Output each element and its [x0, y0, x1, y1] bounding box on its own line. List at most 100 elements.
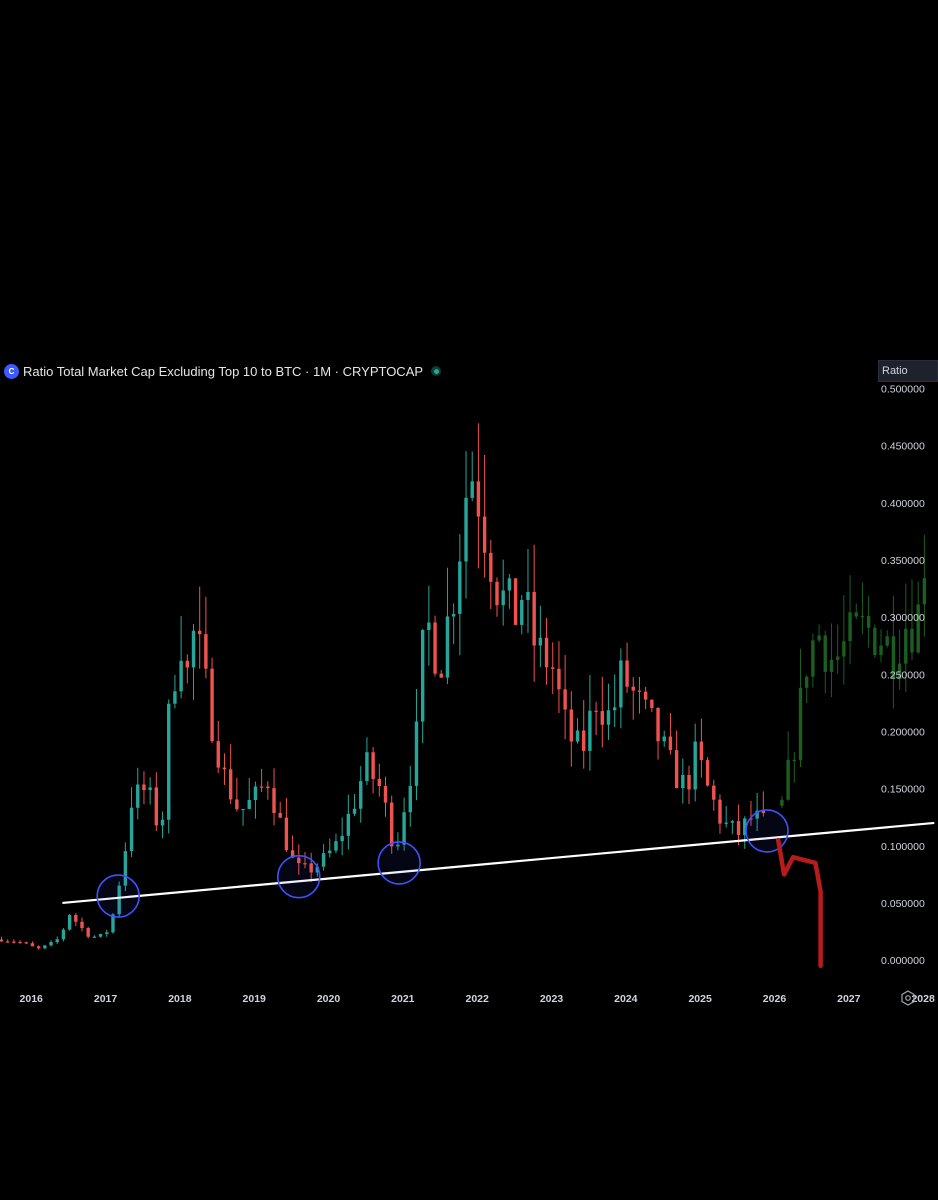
y-axis: 0.500000 0.450000 0.400000 0.350000 0.300000…	[881, 383, 925, 967]
price-candle	[427, 622, 431, 631]
price-candle	[371, 752, 375, 779]
price-candle	[489, 552, 493, 582]
gear-icon[interactable]	[900, 990, 916, 1006]
price-candle	[297, 857, 301, 864]
projection-candle	[873, 627, 877, 656]
y-tick-label: 0.250000	[881, 669, 925, 681]
price-candle	[526, 591, 530, 600]
support-trendline	[62, 821, 935, 905]
projection-candle	[904, 628, 908, 664]
price-candle	[204, 634, 208, 669]
highlight-circle	[745, 809, 789, 853]
price-candle	[681, 774, 685, 789]
projection-candle	[817, 635, 821, 641]
price-candle	[575, 730, 580, 742]
price-candle	[383, 786, 388, 803]
market-status-icon	[431, 366, 442, 376]
price-candle	[30, 943, 35, 947]
price-candle	[643, 691, 648, 700]
price-candle	[197, 630, 202, 635]
price-candle	[123, 851, 128, 886]
y-tick-label: 0.450000	[881, 441, 925, 453]
price-candle	[185, 660, 190, 668]
price-candle	[359, 781, 363, 809]
price-candle	[129, 807, 134, 852]
price-candle	[557, 668, 561, 690]
price-candle	[136, 784, 140, 808]
price-candle	[693, 741, 697, 790]
x-tick-label: 2022	[465, 993, 489, 1005]
projection-candle	[786, 759, 790, 800]
price-candle	[24, 942, 28, 944]
y-tick-label: 0.500000	[881, 383, 925, 395]
price-candle	[92, 936, 97, 938]
price-candle	[668, 736, 673, 751]
x-tick-label: 2019	[243, 993, 267, 1005]
price-candle	[290, 850, 295, 858]
price-candle	[637, 690, 642, 692]
price-candle	[551, 667, 555, 669]
y-tick-label: 0.100000	[881, 841, 925, 853]
price-candle	[705, 760, 710, 786]
price-candle	[173, 691, 177, 704]
x-tick-label: 2024	[614, 993, 638, 1005]
projection-candle	[842, 641, 846, 657]
price-candle	[650, 699, 654, 708]
price-candle	[619, 660, 623, 708]
price-candle	[582, 730, 586, 751]
price-candle	[544, 637, 549, 668]
projection-candle	[897, 663, 902, 680]
hand-drawn-arrow	[775, 837, 823, 969]
price-candle	[352, 808, 357, 814]
price-candle	[718, 799, 722, 824]
price-candle	[755, 810, 759, 819]
price-candle	[569, 709, 574, 742]
price-candle	[18, 942, 22, 944]
price-candle	[420, 630, 425, 722]
y-tick-label: 0.300000	[881, 612, 925, 624]
projection-candle	[823, 635, 827, 672]
y-tick-label: 0.350000	[881, 555, 925, 567]
price-candle	[167, 703, 171, 820]
price-candle	[538, 637, 543, 646]
price-candle	[501, 590, 505, 606]
y-tick-label: 0.000000	[881, 955, 925, 967]
y-tick-label: 0.050000	[881, 898, 925, 910]
projection-candle	[792, 759, 797, 762]
projection-candle	[885, 636, 889, 646]
price-candle	[154, 787, 159, 826]
x-tick-label: 2018	[168, 993, 192, 1005]
price-scale-label[interactable]: Ratio	[878, 360, 938, 382]
projection-candle	[879, 645, 883, 656]
projection-candle	[829, 659, 834, 672]
price-candle	[80, 921, 84, 929]
x-tick-label: 2027	[837, 993, 861, 1005]
price-candle	[346, 813, 351, 836]
price-candle	[445, 616, 450, 678]
price-candle	[439, 673, 443, 678]
price-candle	[600, 711, 604, 725]
projection-candle	[866, 616, 871, 628]
price-candle	[662, 736, 666, 742]
price-candle	[191, 630, 196, 668]
price-candle	[117, 885, 121, 915]
price-candle	[631, 686, 635, 691]
price-candle	[241, 808, 245, 811]
price-candle	[55, 939, 59, 943]
price-candle	[736, 821, 741, 836]
price-candle	[588, 710, 592, 751]
price-candle	[303, 863, 307, 865]
chart-title[interactable]: Ratio Total Market Cap Excluding Top 10 …	[23, 363, 424, 379]
projection-candle	[916, 604, 920, 653]
price-candle	[563, 689, 567, 710]
x-tick-label: 2026	[763, 993, 787, 1005]
projection-candle	[780, 799, 784, 806]
price-candle	[315, 866, 320, 873]
candles-layer	[0, 423, 766, 950]
price-candle	[74, 915, 78, 922]
price-candle	[396, 844, 400, 847]
price-candle	[49, 942, 53, 946]
price-candle	[253, 786, 258, 801]
price-candle	[656, 707, 660, 742]
